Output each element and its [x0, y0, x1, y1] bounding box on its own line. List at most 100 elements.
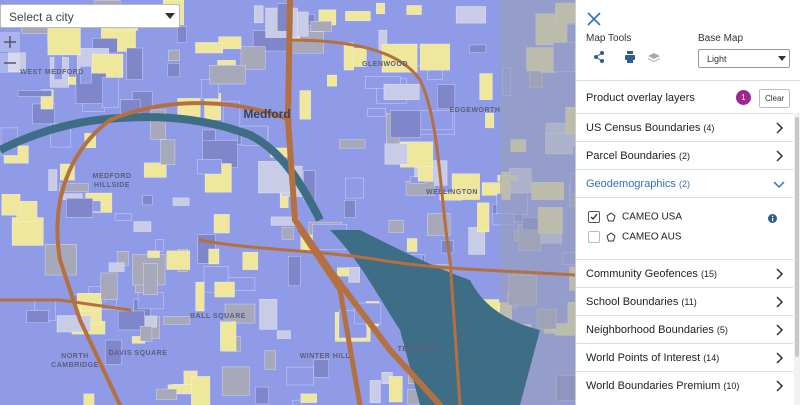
layer-row[interactable]: Neighborhood Boundaries (5)	[576, 315, 793, 343]
zoom-out[interactable]	[0, 53, 20, 73]
layer-name: School Boundaries	[586, 296, 679, 308]
map-block	[437, 84, 456, 110]
layer-row[interactable]: Community Geofences (15)	[576, 259, 793, 287]
chevron	[776, 380, 784, 392]
map-label: BALL SQUARE	[190, 313, 246, 320]
map-block	[299, 90, 311, 120]
map-block	[469, 44, 487, 53]
checkbox[interactable]	[588, 231, 600, 243]
map-label: MEDFORD	[93, 173, 132, 180]
map-block	[468, 227, 486, 255]
map-block	[17, 90, 52, 97]
layer-row[interactable]: Parcel Boundaries (2)	[576, 141, 793, 169]
base-map-label: Base Map	[698, 33, 744, 44]
layer-count: (2)	[678, 151, 690, 161]
map-tool-icons	[594, 51, 660, 63]
layer-name: Neighborhood Boundaries	[586, 324, 714, 336]
divider	[576, 80, 800, 81]
city-select[interactable]: Select a city	[0, 4, 180, 28]
water	[330, 230, 540, 405]
map-block	[345, 11, 371, 22]
layer-name: US Census Boundaries	[586, 122, 701, 134]
dropdown-arrow	[778, 56, 786, 61]
base-map-value: Light	[707, 54, 727, 64]
map-block	[47, 23, 81, 56]
chevron	[776, 324, 784, 336]
map-block	[479, 73, 493, 100]
side-panel: Map Tools Base Map Light Product overlay…	[575, 0, 800, 405]
map-block	[367, 108, 386, 117]
map-label: HILLSIDE	[94, 182, 130, 189]
map-block	[117, 310, 145, 331]
map-block	[172, 197, 190, 206]
layers-icon[interactable]	[648, 53, 660, 62]
map-block	[102, 77, 119, 108]
layer-item: CAMEO AUS	[588, 231, 681, 243]
map-block	[259, 299, 278, 330]
map[interactable]: WEST MEDFORD Medford GLENWOOD EDGEWORTH MEDF…	[0, 0, 575, 405]
zoom-in[interactable]	[0, 32, 20, 52]
map-tools-label: Map Tools	[586, 33, 632, 44]
layer-count: (5)	[716, 325, 728, 335]
close-button[interactable]	[587, 12, 601, 26]
layer-items: CAMEO USA CAMEO AUS	[576, 197, 793, 259]
layer-row[interactable]: US Census Boundaries (4)	[576, 113, 793, 141]
map-block	[313, 359, 329, 378]
map-block	[100, 272, 118, 300]
print-icon[interactable]	[625, 51, 635, 63]
map-label: TEN HILLS	[398, 346, 439, 353]
map-block	[345, 177, 364, 199]
layer-name: World Boundaries Premium	[586, 380, 721, 392]
map-block	[455, 6, 486, 24]
layer-list: US Census Boundaries (4) Parcel Boundarie…	[576, 113, 793, 399]
map-block	[142, 195, 153, 206]
chevron	[776, 296, 784, 308]
map-block	[281, 226, 294, 240]
checkbox[interactable]	[588, 211, 600, 223]
map-block	[140, 325, 153, 342]
map-block	[343, 42, 354, 71]
map-block	[327, 74, 338, 87]
layer-row[interactable]: World Boundaries Premium (10)	[576, 371, 793, 399]
base-map-select[interactable]: Light	[698, 49, 790, 68]
map-block	[292, 399, 302, 405]
map-block	[166, 250, 191, 270]
map-block	[160, 139, 176, 165]
map-block	[114, 213, 133, 221]
layer-row[interactable]: World Points of Interest (14)	[576, 343, 793, 371]
scrollbar[interactable]	[794, 113, 800, 405]
map-block	[195, 42, 223, 54]
share-icon[interactable]	[594, 51, 604, 63]
map-block	[384, 143, 408, 165]
map-block	[59, 183, 89, 192]
map-block	[168, 49, 180, 61]
map-label: WEST MEDFORD	[20, 69, 84, 76]
map-block	[1, 194, 21, 216]
info-icon[interactable]	[768, 214, 777, 223]
map-block	[197, 159, 222, 175]
layer-count: (14)	[703, 353, 720, 363]
map-block	[156, 388, 177, 400]
chevron	[776, 122, 784, 134]
layer-count: (15)	[700, 269, 717, 279]
layer-item: CAMEO USA	[588, 211, 682, 223]
map-block	[240, 46, 266, 70]
map-block	[376, 2, 386, 15]
dropdown-arrow	[165, 13, 175, 19]
map-block	[389, 376, 403, 403]
layer-name: Parcel Boundaries	[586, 150, 676, 162]
map-block	[300, 393, 318, 403]
map-block	[190, 376, 211, 405]
chevron	[776, 352, 784, 364]
map-block	[224, 303, 256, 324]
map-label: CAMBRIDGE	[51, 362, 99, 369]
map-block	[108, 262, 125, 272]
map-block	[242, 251, 259, 270]
clear-button[interactable]: Clear	[759, 89, 790, 108]
map-block	[167, 62, 180, 78]
layer-row[interactable]: School Boundaries (11)	[576, 287, 793, 315]
layer-row[interactable]: Geodemographics (2)	[576, 169, 793, 197]
map-block	[439, 192, 463, 201]
layer-count: (10)	[723, 381, 740, 391]
